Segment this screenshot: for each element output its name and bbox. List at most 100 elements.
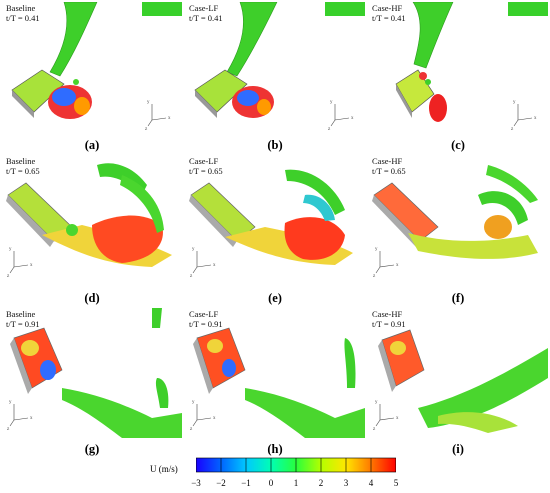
case-name: Baseline	[6, 3, 36, 13]
axes-triad-icon	[513, 104, 533, 127]
panel-b: y x z Case-LF t/T = 0.41	[185, 2, 365, 132]
vortex-render: y x z	[6, 163, 172, 279]
vortex-render: y x z	[395, 2, 548, 132]
axis-y-label: y	[192, 247, 195, 252]
case-name: Baseline	[6, 309, 36, 319]
case-name: Baseline	[6, 156, 36, 166]
colorbar-tick-label: 0	[268, 478, 274, 488]
colorbar-tick-label: 2	[318, 478, 324, 488]
axis-y-label: y	[9, 400, 12, 405]
panel-title: Case-LF t/T = 0.41	[189, 3, 223, 23]
case-name: Case-LF	[189, 156, 219, 166]
time-label: t/T = 0.91	[372, 318, 406, 329]
time-label: t/T = 0.91	[6, 318, 40, 329]
panel-label: (g)	[84, 442, 100, 456]
colorbar-gradient	[196, 457, 396, 473]
axis-x-label: x	[351, 116, 354, 121]
vortex-render: y x z	[372, 165, 538, 279]
axes-triad-icon	[147, 104, 167, 127]
axis-x-label: x	[30, 416, 33, 421]
case-name: Case-HF	[372, 3, 403, 13]
colorbar-tick-label: −1	[241, 478, 251, 488]
panel-label: (h)	[267, 442, 283, 456]
axes-triad-icon	[9, 251, 29, 274]
vortex-render: y x z	[194, 2, 365, 132]
axis-x-label: x	[213, 263, 216, 268]
panel-title: Case-LF t/T = 0.91	[189, 309, 223, 329]
panel-e: y x z Case-LF t/T = 0.65	[185, 155, 365, 285]
panel-label: (f)	[451, 291, 465, 305]
axis-z-label: z	[328, 127, 331, 132]
time-label: t/T = 0.91	[189, 318, 223, 329]
panel-h: y x z Case-LF t/T = 0.91	[185, 308, 365, 438]
vortex-render: y x z	[11, 2, 182, 132]
case-name: Case-HF	[372, 156, 403, 166]
time-label: t/T = 0.41	[372, 12, 406, 23]
colorbar-tick-label: 5	[393, 478, 399, 488]
panel-label: (d)	[84, 291, 100, 305]
axes-triad-icon	[192, 404, 212, 427]
axis-z-label: z	[7, 274, 10, 279]
axis-y-label: y	[147, 100, 150, 105]
axis-y-label: y	[375, 247, 378, 252]
axis-x-label: x	[534, 116, 537, 121]
axes-triad-icon	[330, 104, 350, 127]
time-label: t/T = 0.65	[189, 165, 223, 176]
axis-y-label: y	[330, 100, 333, 105]
axis-x-label: x	[396, 416, 399, 421]
time-label: t/T = 0.41	[189, 12, 223, 23]
panel-label: (e)	[268, 291, 282, 305]
axis-y-label: y	[192, 400, 195, 405]
panel-a: y x z Baseline t/T = 0.41	[2, 2, 182, 132]
colorbar-tick-label: 3	[343, 478, 349, 488]
axis-y-label: y	[513, 100, 516, 105]
axis-z-label: z	[373, 427, 376, 432]
axis-z-label: z	[190, 274, 193, 279]
vortex-render: y x z	[190, 327, 365, 438]
axis-x-label: x	[168, 116, 171, 121]
panel-label: (b)	[267, 138, 283, 152]
panel-label: (i)	[452, 442, 464, 456]
vortex-render: y x z	[373, 329, 548, 433]
axis-z-label: z	[373, 274, 376, 279]
case-name: Case-LF	[189, 309, 219, 319]
axis-z-label: z	[511, 127, 514, 132]
panel-title: Baseline t/T = 0.41	[6, 3, 40, 23]
axes-triad-icon	[9, 404, 29, 427]
case-name: Case-LF	[189, 3, 219, 13]
axis-x-label: x	[213, 416, 216, 421]
colorbar: U (m/s) −3 −2 −1 0 1 2 3 4 5	[150, 455, 410, 491]
axis-x-label: x	[30, 263, 33, 268]
panel-d: y x z Baseline t/T = 0.65	[2, 155, 182, 285]
panel-f: y x z Case-HF t/T = 0.65	[368, 155, 548, 285]
vortex-render: y x z	[189, 169, 353, 279]
time-label: t/T = 0.65	[372, 165, 406, 176]
axis-x-label: x	[396, 263, 399, 268]
panel-i: y x z Case-HF t/T = 0.91	[368, 308, 548, 438]
panel-label: (c)	[451, 138, 465, 152]
colorbar-tick-label: −3	[191, 478, 201, 488]
colorbar-tick-label: 4	[368, 478, 374, 488]
axes-triad-icon	[375, 251, 395, 274]
panel-title: Baseline t/T = 0.65	[6, 156, 40, 176]
time-label: t/T = 0.41	[6, 12, 40, 23]
panel-title: Case-HF t/T = 0.41	[372, 3, 406, 23]
axes-triad-icon	[192, 251, 212, 274]
axis-z-label: z	[190, 427, 193, 432]
panel-label: (a)	[84, 138, 100, 152]
panel-title: Baseline t/T = 0.91	[6, 309, 40, 329]
axis-z-label: z	[145, 127, 148, 132]
time-label: t/T = 0.65	[6, 165, 40, 176]
colorbar-title: U (m/s)	[150, 464, 178, 474]
axis-y-label: y	[375, 400, 378, 405]
panel-title: Case-LF t/T = 0.65	[189, 156, 223, 176]
panel-c: y x z Case-HF t/T = 0.41	[368, 2, 548, 132]
case-name: Case-HF	[372, 309, 403, 319]
panel-title: Case-HF t/T = 0.91	[372, 309, 406, 329]
panel-g: y x z Baseline t/T = 0.91	[2, 308, 182, 438]
axis-z-label: z	[7, 427, 10, 432]
axis-y-label: y	[9, 247, 12, 252]
colorbar-tick-label: 1	[293, 478, 299, 488]
vortex-render: y x z	[7, 308, 182, 438]
axes-triad-icon	[375, 404, 395, 427]
